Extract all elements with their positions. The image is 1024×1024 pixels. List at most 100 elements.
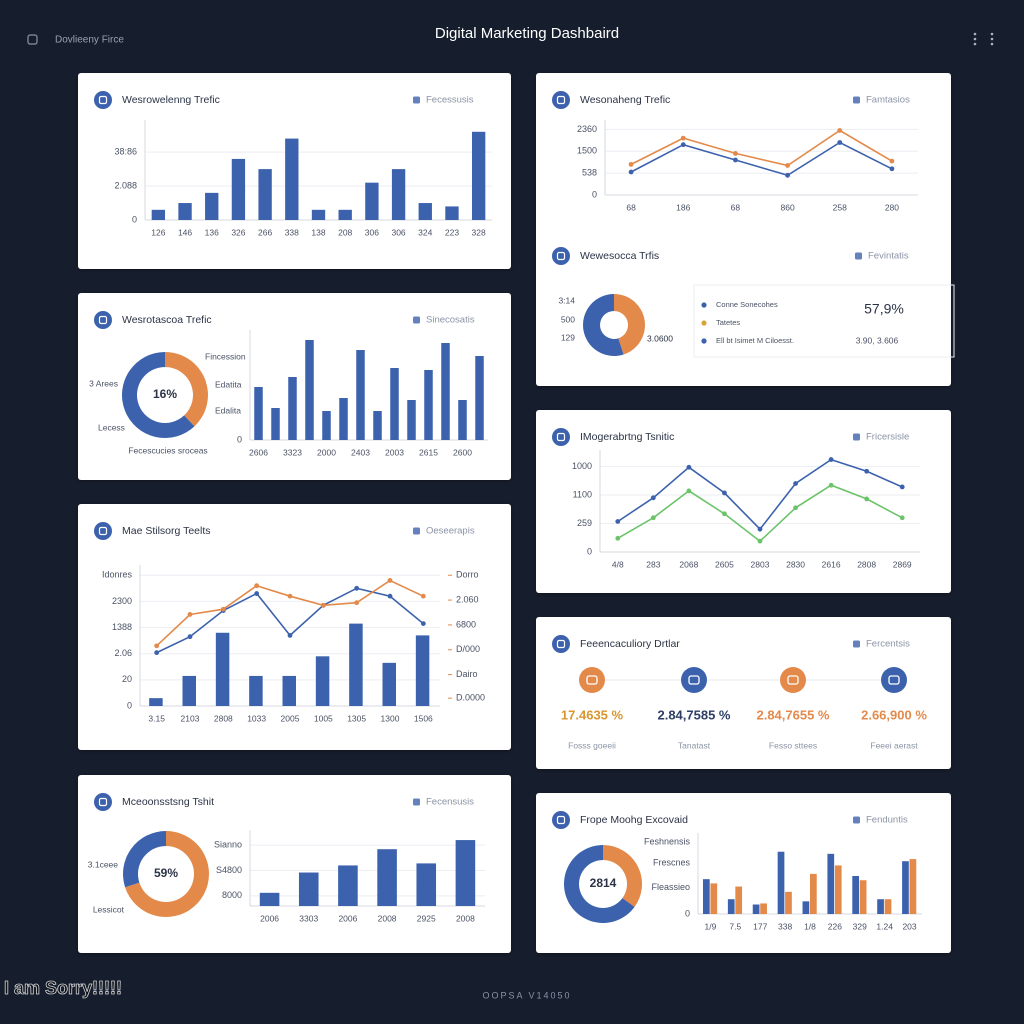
y-tick-label: Fleassieo [651, 882, 690, 892]
line-point [615, 519, 621, 524]
y-tick-label: Feshnensis [644, 837, 691, 847]
x-tick-label: 266 [258, 227, 272, 237]
legend-dot [701, 320, 707, 326]
x-tick-label: 2068 [679, 559, 698, 569]
panel-card [536, 793, 951, 953]
line-point [899, 484, 905, 490]
bar [702, 879, 710, 914]
bar [760, 903, 767, 914]
panel-icon [552, 811, 570, 829]
bar [877, 899, 884, 914]
y2-tick-label: 6800 [456, 619, 476, 629]
kpi-label: Fosss goeeii [568, 740, 616, 750]
y2-tick-label: D.0000 [456, 693, 485, 703]
bar [810, 873, 817, 914]
bar [471, 131, 486, 220]
line-point [889, 158, 895, 164]
kpi-icon [780, 667, 806, 693]
bar [407, 400, 416, 440]
panel-icon [552, 428, 570, 446]
x-tick-label: 2403 [351, 447, 370, 457]
x-tick-label: 306 [391, 227, 405, 237]
panel-icon-glyph [98, 797, 108, 807]
line-point [254, 583, 260, 589]
panel-icon-glyph [556, 251, 566, 261]
donut-segment [125, 831, 209, 917]
legend-item: Ell bt Isimet M Ciloesst. [716, 336, 794, 345]
legend-dot [701, 338, 707, 344]
donut-label: Fecescucies sroceas [128, 445, 207, 455]
x-tick-label: 186 [676, 202, 690, 212]
line-point [680, 142, 686, 148]
panel-card [536, 410, 951, 593]
line-point [686, 488, 692, 494]
bar [382, 662, 396, 706]
panel-icon [94, 311, 112, 329]
donut-segment [564, 845, 635, 923]
x-tick-label: 1005 [314, 713, 333, 723]
brand: Dovlieeny Firce [55, 35, 124, 46]
line-point [686, 464, 692, 470]
donut-center-label: 59% [154, 866, 178, 880]
panel-icon [94, 91, 112, 109]
legend-dot [701, 302, 707, 308]
kpi-icon [579, 667, 605, 693]
legend-icon [413, 96, 420, 104]
bar [259, 892, 280, 906]
x-tick-label: 1/9 [705, 921, 717, 931]
menu-dots[interactable] [973, 32, 994, 46]
panel-icon-glyph [556, 815, 566, 825]
panel-title: Wesrotascoa Trefic [122, 314, 212, 326]
line-point [650, 515, 656, 521]
bar [445, 206, 459, 220]
donut-label: Lessicot [93, 904, 125, 914]
panel-icon-glyph [556, 432, 566, 442]
bar [415, 635, 430, 706]
donut-segment [603, 845, 643, 907]
bar [231, 158, 246, 220]
donut-label: 3 Arees [89, 378, 118, 388]
bar [349, 623, 363, 706]
bar [884, 899, 892, 914]
bar [391, 169, 406, 220]
line-point [757, 538, 763, 544]
bar [249, 675, 263, 706]
bar [285, 138, 299, 220]
panel-title: Mceoonsstsng Tshit [122, 796, 214, 808]
legend-item: Conne Sonecohes [716, 300, 778, 309]
line-point [650, 495, 656, 501]
panel-icon-glyph [98, 526, 108, 536]
line-point [420, 621, 426, 627]
panel-title: Feeencaculiory Drtlar [580, 638, 680, 650]
line-point [220, 606, 226, 612]
bar [834, 865, 842, 914]
y-tick-label: 259 [577, 518, 592, 528]
line-point [420, 593, 426, 599]
bar [424, 370, 433, 440]
line-point [154, 643, 160, 649]
y-tick-label: 0 [132, 214, 137, 224]
footer: OOPSA V14050 [482, 990, 571, 1000]
bar [752, 904, 760, 914]
y2-tick-label: D/000 [456, 644, 480, 654]
line-point [387, 578, 393, 583]
watermark: I am Sorry!!!!! [4, 978, 122, 998]
bar [416, 863, 437, 906]
kpi-value: 2.66,900 % [861, 707, 927, 722]
x-tick-label: 203 [902, 921, 916, 931]
panel-legend: Famtasios [866, 95, 910, 106]
x-tick-label: 283 [646, 559, 660, 569]
y-tick-label: 0 [587, 546, 592, 556]
x-tick-label: 136 [205, 227, 219, 237]
panel-icon-glyph [556, 95, 566, 105]
x-tick-label: 2006 [338, 913, 357, 923]
kpi-icon-glyph [688, 675, 700, 685]
kpi-label: Feeei aerast [870, 740, 918, 750]
x-tick-label: 68 [731, 202, 741, 212]
panel-legend: Sinecosatis [426, 315, 475, 326]
x-tick-label: 2005 [281, 713, 300, 723]
bar [311, 209, 326, 220]
y-tick-label: Frescnes [653, 858, 691, 868]
x-tick-label: 2808 [857, 559, 876, 569]
bar [802, 901, 810, 914]
